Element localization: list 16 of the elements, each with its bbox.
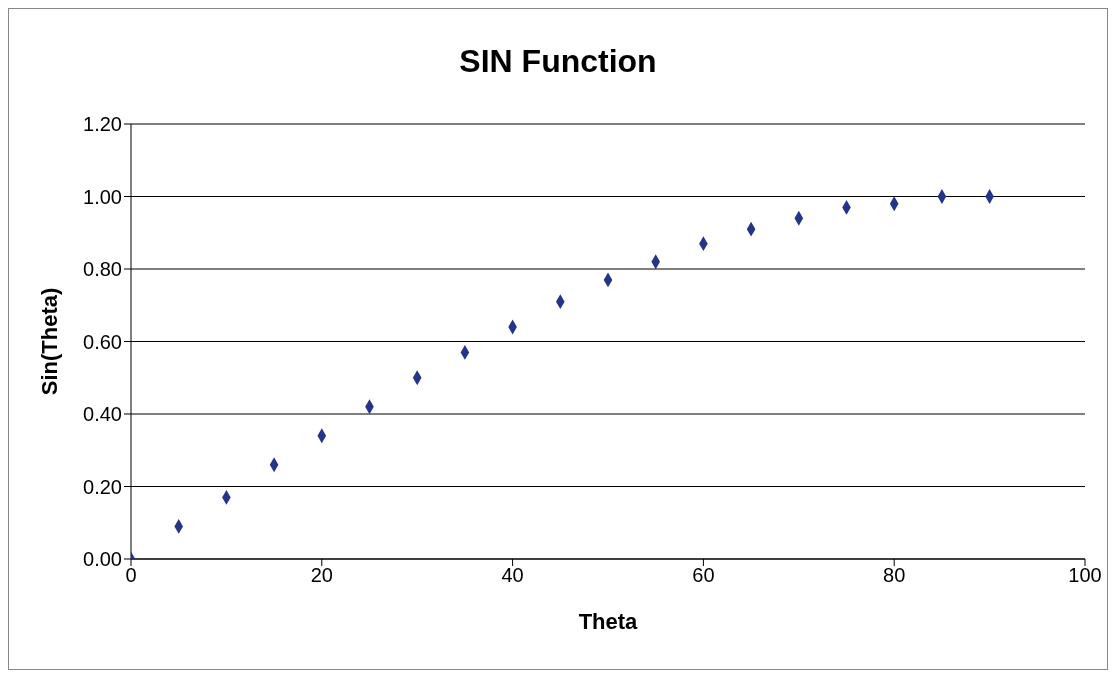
y-tick-label: 0.60 bbox=[83, 330, 122, 353]
x-axis-title: Theta bbox=[578, 609, 639, 634]
y-tick-label: 1.20 bbox=[83, 113, 122, 136]
y-tick-label: 0.20 bbox=[83, 475, 122, 498]
x-tick-label: 60 bbox=[692, 564, 715, 587]
x-tick-label: 80 bbox=[883, 564, 906, 587]
y-tick-label: 0.80 bbox=[83, 258, 122, 281]
y-tick-label: 0.40 bbox=[83, 403, 122, 426]
x-tick-label: 20 bbox=[310, 564, 333, 587]
chart-title: SIN Function bbox=[458, 43, 658, 80]
y-axis-title: Sin(Theta) bbox=[36, 287, 62, 396]
y-tick-label: 0.00 bbox=[83, 548, 122, 571]
x-tick-label: 100 bbox=[1068, 564, 1102, 587]
y-tick-label: 1.00 bbox=[83, 185, 122, 208]
x-tick-label: 40 bbox=[501, 564, 524, 587]
x-tick-label: 0 bbox=[125, 564, 137, 587]
